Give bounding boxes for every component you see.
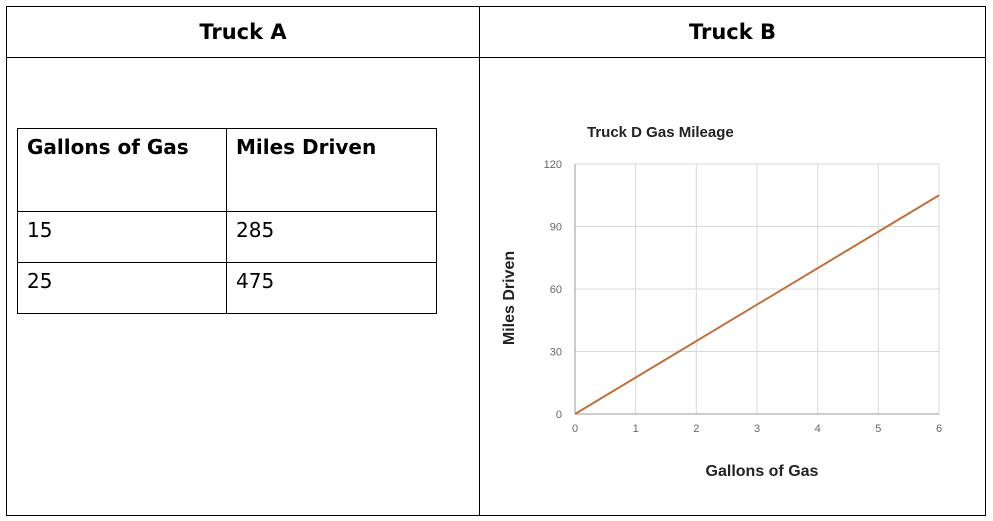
x-tick-label: 4 bbox=[815, 423, 821, 435]
gallons-header: Gallons of Gas bbox=[17, 128, 227, 212]
series-line bbox=[574, 194, 940, 415]
miles-header: Miles Driven bbox=[226, 128, 437, 212]
y-axis-title: Miles Driven bbox=[501, 251, 518, 345]
truck-a-header: Truck A bbox=[7, 7, 479, 58]
y-tick-label: 60 bbox=[550, 284, 562, 296]
table-header-row: Gallons of Gas Miles Driven bbox=[17, 128, 437, 212]
table-row: 25 475 bbox=[17, 262, 437, 314]
y-tick-label: 0 bbox=[556, 409, 562, 421]
chart-series bbox=[574, 194, 940, 415]
truck-b-header: Truck B bbox=[480, 7, 985, 58]
x-tick-label: 3 bbox=[754, 423, 760, 435]
y-tick-label: 30 bbox=[550, 347, 562, 359]
x-axis-title: Gallons of Gas bbox=[706, 463, 819, 480]
table-cell: 15 bbox=[17, 211, 227, 263]
x-tick-label: 0 bbox=[572, 423, 578, 435]
chart-ticks: 0 30 60 90 120 0 1 2 3 4 5 6 bbox=[544, 159, 942, 435]
y-tick-label: 90 bbox=[550, 222, 562, 234]
truck-a-column: Truck A bbox=[7, 7, 480, 515]
table-cell: 25 bbox=[17, 262, 227, 314]
table-cell: 475 bbox=[226, 262, 437, 314]
x-tick-label: 6 bbox=[936, 423, 942, 435]
chart-title: Truck D Gas Mileage bbox=[587, 124, 734, 141]
y-tick-label: 120 bbox=[544, 159, 562, 171]
x-tick-label: 1 bbox=[633, 423, 639, 435]
comparison-table: Truck A Truck B bbox=[6, 6, 986, 516]
truck-b-column: Truck B bbox=[480, 7, 985, 515]
x-tick-label: 2 bbox=[693, 423, 699, 435]
table-cell: 285 bbox=[226, 211, 437, 263]
x-tick-label: 5 bbox=[875, 423, 881, 435]
truck-a-data-table: Gallons of Gas Miles Driven 15 285 25 47… bbox=[17, 128, 437, 314]
table-row: 15 285 bbox=[17, 211, 437, 263]
chart-grid bbox=[574, 163, 940, 415]
truck-b-line-chart: Truck D Gas Mileage 0 30 60 90 120 0 1 2 3 4 5 6 Ga… bbox=[501, 124, 942, 480]
